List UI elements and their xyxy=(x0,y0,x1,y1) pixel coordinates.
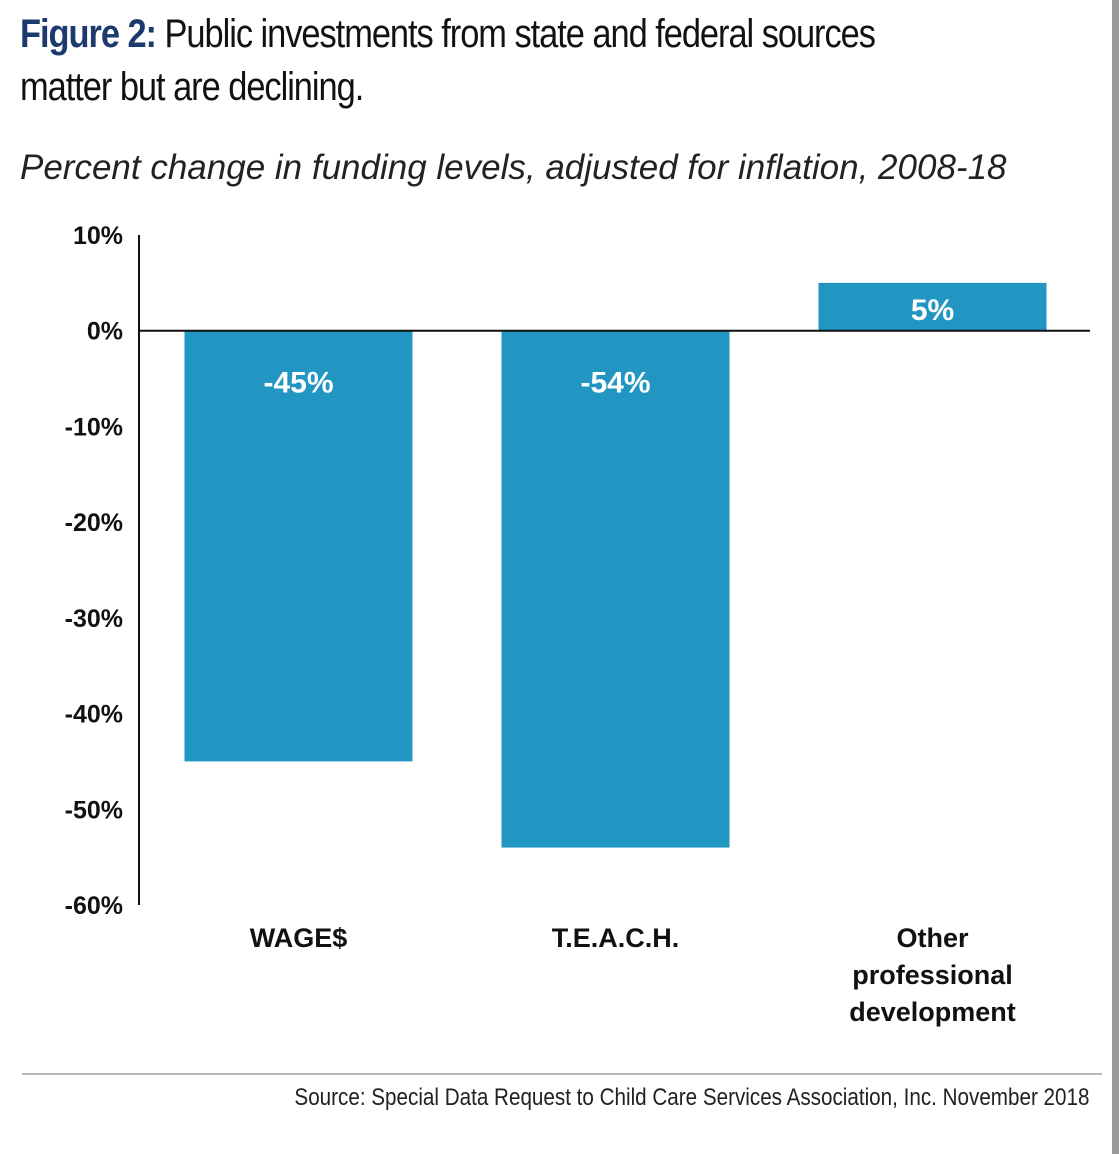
y-tick-label: -30% xyxy=(65,605,123,633)
chart-subtitle: Percent change in funding levels, adjust… xyxy=(20,148,1007,187)
figure-label: Figure 2: xyxy=(20,12,157,56)
y-tick-label: 0% xyxy=(87,318,123,346)
bar xyxy=(501,330,730,848)
y-tick-label: -10% xyxy=(65,413,123,441)
source-note: Source: Special Data Request to Child Ca… xyxy=(293,1084,1089,1111)
y-tick-label: -40% xyxy=(65,701,123,729)
y-tick-label: -50% xyxy=(65,796,123,824)
chart-title: Figure 2: Public investments from state … xyxy=(20,8,949,114)
x-category-label: WAGE$ xyxy=(250,923,348,953)
bar-chart: 10% 0% -10% -20% -30% -40% -50% -60% -45% -54% 5% W… xyxy=(65,222,1090,1027)
y-tick-label: -60% xyxy=(65,892,123,920)
data-label: -54% xyxy=(580,367,650,400)
y-tick-label: -20% xyxy=(65,509,123,537)
x-category-label: T.E.A.C.H. xyxy=(552,923,680,953)
footer-divider xyxy=(22,1073,1102,1075)
x-category-label: professional xyxy=(852,960,1013,990)
x-category-label: Other xyxy=(896,923,969,953)
data-label: -45% xyxy=(263,367,333,400)
y-tick-label: 10% xyxy=(73,222,123,250)
x-category-label: development xyxy=(849,997,1016,1027)
page-edge xyxy=(1112,0,1119,1154)
figure-title: Public investments from state and federa… xyxy=(20,12,876,109)
bar xyxy=(818,282,1047,331)
data-label: 5% xyxy=(911,294,954,327)
bar xyxy=(184,330,413,762)
